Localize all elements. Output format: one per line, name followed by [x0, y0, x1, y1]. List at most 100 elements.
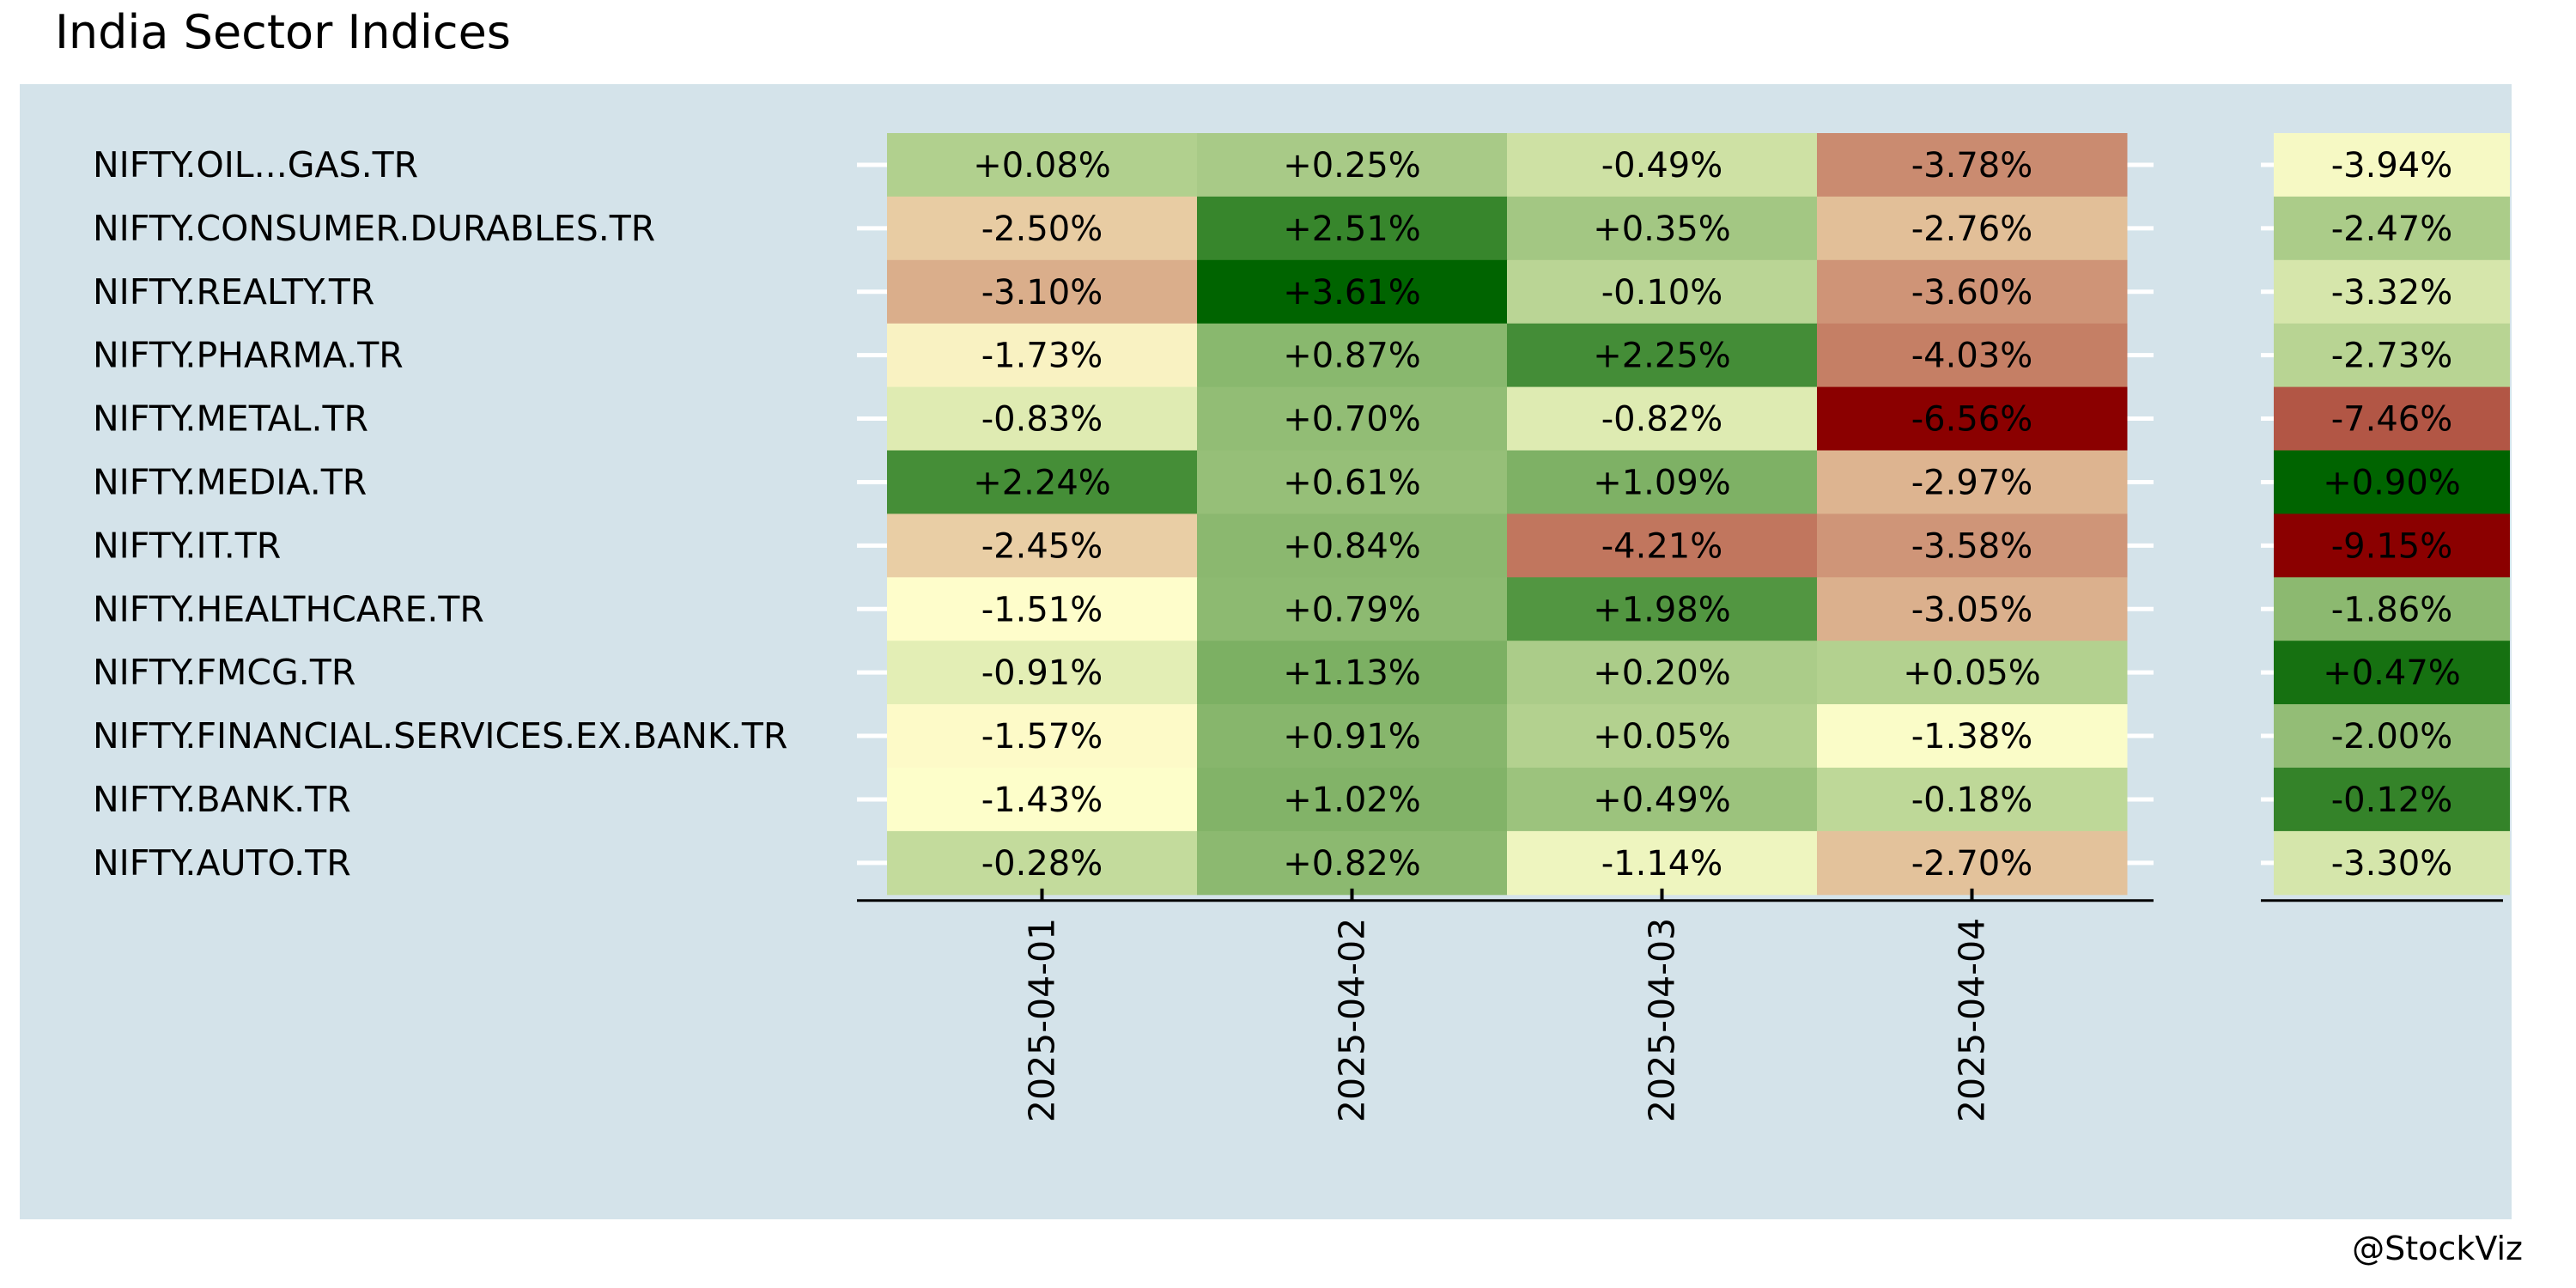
heatmap-cell — [1197, 133, 1508, 197]
total-cell — [2274, 577, 2510, 641]
total-cell — [2274, 768, 2510, 832]
heatmap-cell — [1817, 768, 2128, 832]
total-cell — [2274, 450, 2510, 514]
plot-panel: +0.08% +0.25% -0.49% -3.78% -2.50% +2.51% +0.3… — [20, 84, 2512, 1219]
heatmap-cell — [887, 641, 1198, 705]
cell-label: +1.09% — [1593, 463, 1731, 502]
cell-label: -6.56% — [1911, 400, 2033, 440]
cell-label: -0.49% — [1601, 146, 1723, 185]
heatmap-cell — [1197, 259, 1508, 325]
heatmap-cell — [1197, 513, 1508, 578]
cell-label: +3.61% — [1283, 273, 1421, 313]
heatmap-cell — [887, 386, 1198, 451]
cell-label: -1.43% — [981, 781, 1103, 820]
cell-label: +0.05% — [1903, 653, 2041, 693]
heatmap-cell — [1197, 830, 1508, 896]
cell-label: +0.70% — [1283, 400, 1421, 440]
heatmap-cell — [1507, 196, 1818, 261]
cell-label: +0.79% — [1283, 590, 1421, 629]
total-cell-label: -7.46% — [2331, 400, 2453, 440]
total-cell — [2274, 133, 2510, 197]
heatmap-cell — [1197, 641, 1508, 705]
heatmap-cell — [887, 830, 1198, 896]
cell-label: -1.73% — [981, 337, 1103, 376]
cell-label: +0.49% — [1593, 781, 1731, 820]
heatmap-cell — [1817, 513, 2128, 578]
y-tick-label: NIFTY.METAL.TR — [93, 398, 368, 440]
y-tick-label: NIFTY.CONSUMER.DURABLES.TR — [93, 208, 655, 249]
heatmap-cell — [887, 196, 1198, 261]
heatmap-cell — [1507, 641, 1818, 705]
heatmap-cell — [1817, 830, 2128, 896]
cell-label: -3.58% — [1911, 526, 2033, 566]
heatmap-cell — [887, 133, 1198, 197]
total-cell-label: -3.94% — [2331, 146, 2453, 185]
cell-label: +1.98% — [1593, 590, 1731, 629]
cell-label: +2.51% — [1283, 210, 1421, 249]
total-cell — [2274, 196, 2510, 261]
total-cell — [2274, 386, 2510, 451]
heatmap-cell — [1507, 513, 1818, 578]
heatmap-cell — [1507, 450, 1818, 514]
total-cell-label: -3.30% — [2331, 844, 2453, 884]
y-tick-label: NIFTY.FMCG.TR — [93, 652, 355, 693]
cell-label: -1.51% — [981, 590, 1103, 629]
total-cell-label: -1.86% — [2331, 590, 2453, 629]
cell-label: -1.14% — [1601, 844, 1723, 884]
y-tick-label: NIFTY.PHARMA.TR — [93, 335, 404, 376]
x-tick-label: 2025-04-02 — [1332, 918, 1373, 1122]
y-tick-label: NIFTY.MEDIA.TR — [93, 461, 367, 502]
cell-label: -3.10% — [981, 273, 1103, 313]
heatmap-cell — [1507, 259, 1818, 325]
heatmap-cell — [887, 768, 1198, 832]
heatmap-chart: +0.08% +0.25% -0.49% -3.78% -2.50% +2.51% +0.3… — [20, 84, 2512, 1219]
heatmap-cell — [1507, 323, 1818, 388]
total-cell-label: -3.32% — [2331, 273, 2453, 313]
cell-label: +0.05% — [1593, 717, 1731, 756]
heatmap-cell — [1817, 704, 2128, 769]
cell-label: +1.13% — [1283, 653, 1421, 693]
heatmap-cell — [1197, 768, 1508, 832]
cell-label: -0.10% — [1601, 273, 1723, 313]
heatmap-cell — [887, 513, 1198, 578]
cell-label: +2.24% — [973, 463, 1111, 502]
heatmap-cell — [1507, 768, 1818, 832]
total-cell-label: -2.00% — [2331, 717, 2453, 756]
y-tick-label: NIFTY.IT.TR — [93, 525, 281, 566]
heatmap-cell — [1507, 133, 1818, 197]
cell-label: +0.91% — [1283, 717, 1421, 756]
cell-label: -2.45% — [981, 526, 1103, 566]
total-cell — [2274, 513, 2510, 578]
cell-label: -0.91% — [981, 653, 1103, 693]
heatmap-cell — [1817, 577, 2128, 641]
heatmap-cell — [1197, 450, 1508, 514]
chart-title: India Sector Indices — [55, 5, 511, 59]
heatmap-cell — [1817, 259, 2128, 325]
heatmap-cell — [1507, 577, 1818, 641]
cell-label: -2.76% — [1911, 210, 2033, 249]
cell-label: +0.35% — [1593, 210, 1731, 249]
heatmap-cell — [1197, 196, 1508, 261]
total-cell — [2274, 641, 2510, 705]
heatmap-cell — [1197, 577, 1508, 641]
total-cell — [2274, 704, 2510, 769]
heatmap-cell — [1817, 323, 2128, 388]
cell-label: -1.38% — [1911, 717, 2033, 756]
total-cell-label: -0.12% — [2331, 781, 2453, 820]
cell-label: +1.02% — [1283, 781, 1421, 820]
y-tick-label: NIFTY.AUTO.TR — [93, 842, 351, 884]
heatmap-cell — [1197, 323, 1508, 388]
heatmap-cell — [1817, 641, 2128, 705]
cell-label: -2.70% — [1911, 844, 2033, 884]
cell-label: -0.28% — [981, 844, 1103, 884]
heatmap-cell — [1197, 704, 1508, 769]
cell-label: +0.61% — [1283, 463, 1421, 502]
x-tick-label: 2025-04-03 — [1642, 918, 1683, 1122]
heatmap-cell — [1507, 386, 1818, 451]
cell-label: -2.50% — [981, 210, 1103, 249]
y-tick-label: NIFTY.OIL...GAS.TR — [93, 144, 418, 185]
cell-label: -0.82% — [1601, 400, 1723, 440]
cell-label: -4.03% — [1911, 337, 2033, 376]
y-tick-label: NIFTY.HEALTHCARE.TR — [93, 588, 484, 629]
total-cell — [2274, 259, 2510, 325]
